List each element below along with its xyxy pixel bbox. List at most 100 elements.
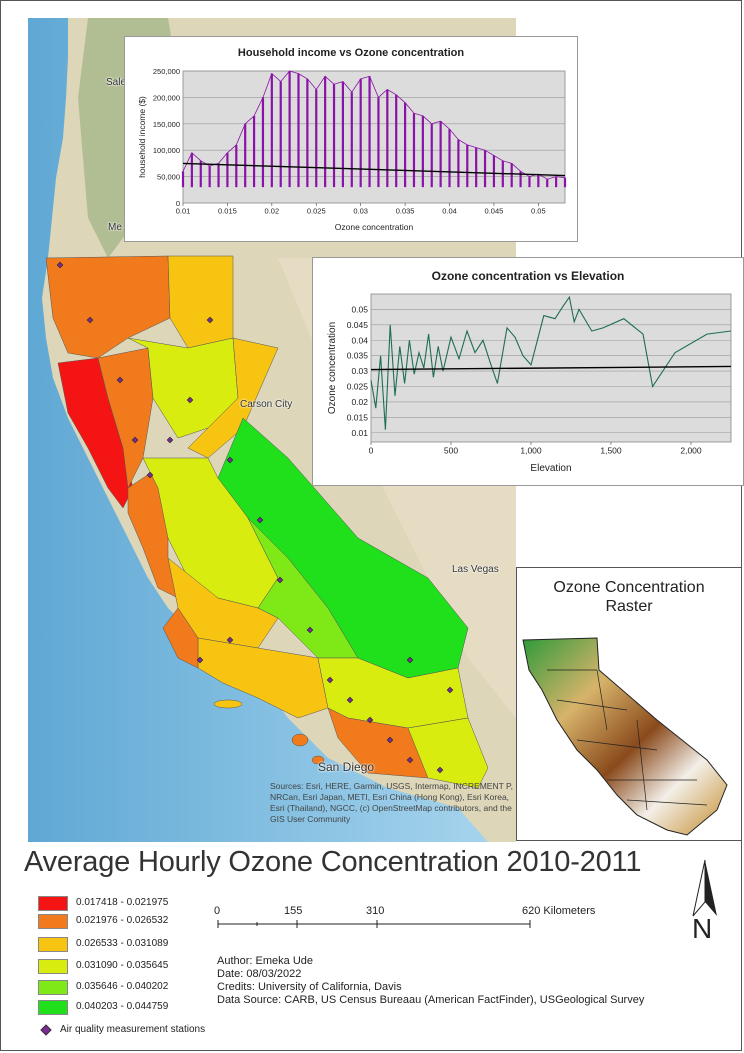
legend-label: 0.035646 - 0.040202 bbox=[76, 981, 169, 992]
station-marker[interactable] bbox=[116, 376, 124, 384]
label-san-diego: San Diego bbox=[318, 760, 375, 774]
legend-label: 0.021976 - 0.026532 bbox=[76, 915, 169, 926]
station-marker[interactable] bbox=[56, 261, 64, 269]
y-tick-label: 0.03 bbox=[351, 366, 368, 376]
county-ventura[interactable] bbox=[162, 607, 199, 669]
x-tick-label: 0.035 bbox=[396, 207, 415, 216]
x-tick-label: 0 bbox=[369, 446, 374, 456]
station-marker[interactable] bbox=[446, 686, 454, 694]
raster-title-line2: Raster bbox=[605, 598, 653, 615]
y-tick-label: 0 bbox=[176, 199, 180, 208]
x-tick-label: 0.015 bbox=[218, 207, 237, 216]
legend-swatch bbox=[38, 1000, 68, 1015]
series-line bbox=[182, 70, 566, 180]
channel-island bbox=[291, 733, 309, 747]
legend-swatch bbox=[38, 980, 68, 995]
scale-label: 620 Kilometers bbox=[522, 905, 596, 917]
x-tick-label: 1,500 bbox=[600, 446, 622, 456]
north-arrow: N bbox=[690, 858, 720, 948]
x-tick-label: 2,000 bbox=[680, 446, 702, 456]
y-tick-label: 0.02 bbox=[351, 397, 368, 407]
x-axis-label: Elevation bbox=[530, 463, 571, 474]
county-imperial[interactable] bbox=[407, 717, 489, 789]
scale-bar-line bbox=[217, 920, 531, 928]
credit-date: Date: 08/03/2022 bbox=[217, 968, 302, 980]
station-marker[interactable] bbox=[276, 576, 284, 584]
channel-island bbox=[311, 755, 325, 765]
station-marker[interactable] bbox=[326, 676, 334, 684]
x-tick-label: 0.01 bbox=[176, 207, 191, 216]
y-tick-label: 0.025 bbox=[347, 382, 369, 392]
x-tick-label: 1,000 bbox=[520, 446, 542, 456]
legend-label: 0.017418 - 0.021975 bbox=[76, 897, 169, 908]
y-tick-label: 250,000 bbox=[153, 67, 180, 76]
air-quality-stations bbox=[56, 261, 454, 774]
y-tick-label: 100,000 bbox=[153, 146, 180, 155]
station-marker[interactable] bbox=[366, 716, 374, 724]
station-marker[interactable] bbox=[386, 736, 394, 744]
station-marker[interactable] bbox=[406, 656, 414, 664]
y-tick-label: 50,000 bbox=[157, 173, 180, 182]
station-marker[interactable] bbox=[306, 626, 314, 634]
station-marker[interactable] bbox=[436, 766, 444, 774]
y-tick-label: 0.04 bbox=[351, 335, 368, 345]
x-tick-label: 0.02 bbox=[265, 207, 280, 216]
raster-title: Ozone Concentration Raster bbox=[517, 578, 741, 616]
legend-swatch bbox=[38, 959, 68, 974]
scale-label: 0 bbox=[214, 905, 221, 917]
income-chart: 0 50,000 100,000 150,000 200,000 250,000 0.01 0… bbox=[137, 67, 567, 232]
station-marker[interactable] bbox=[226, 636, 234, 644]
x-tick-label: 0.045 bbox=[485, 207, 504, 216]
credit-author: Author: Emeka Ude bbox=[217, 955, 313, 967]
series-line bbox=[370, 295, 732, 430]
raster-county-lines bbox=[547, 669, 708, 811]
scale-bar: 0 155 310 620 Kilometers bbox=[212, 905, 595, 928]
raster-map bbox=[522, 637, 728, 836]
legend-label: Air quality measurement stations bbox=[60, 1024, 206, 1035]
station-marker[interactable] bbox=[406, 756, 414, 764]
y-axis-label: Ozone concentration bbox=[327, 322, 338, 414]
legend-label: 0.026533 - 0.031089 bbox=[76, 938, 169, 949]
county-sierra[interactable] bbox=[187, 337, 279, 459]
scale-label: 155 bbox=[284, 905, 303, 917]
x-tick-label: 0.025 bbox=[307, 207, 326, 216]
label-carson-city: Carson City bbox=[240, 399, 293, 410]
station-marker[interactable] bbox=[196, 656, 204, 664]
income-chart-inset: Household income vs Ozone concentration … bbox=[124, 36, 578, 242]
y-tick-label: 200,000 bbox=[153, 93, 180, 102]
station-marker[interactable] bbox=[186, 396, 194, 404]
station-marker[interactable] bbox=[256, 516, 264, 524]
x-axis-label: Ozone concentration bbox=[335, 222, 414, 232]
station-marker[interactable] bbox=[206, 316, 214, 324]
elevation-chart-inset: Ozone concentration vs Elevation 0.01 0.0… bbox=[312, 257, 744, 486]
station-marker[interactable] bbox=[226, 456, 234, 464]
y-tick-label: 0.015 bbox=[347, 412, 369, 422]
legend-label: 0.031090 - 0.035645 bbox=[76, 960, 169, 971]
y-tick-label: 0.01 bbox=[351, 428, 368, 438]
raster-title-line1: Ozone Concentration bbox=[553, 579, 705, 596]
plot-area bbox=[182, 70, 566, 204]
label-las-vegas: Las Vegas bbox=[452, 564, 499, 575]
station-marker[interactable] bbox=[131, 436, 139, 444]
legend-swatch bbox=[38, 896, 68, 911]
station-marker[interactable] bbox=[166, 436, 174, 444]
station-marker[interactable] bbox=[146, 471, 154, 479]
credit-institution: Credits: University of California, Davis bbox=[217, 981, 402, 993]
legend-swatch bbox=[38, 937, 68, 952]
x-tick-label: 0.03 bbox=[353, 207, 368, 216]
county-los-angeles[interactable] bbox=[197, 637, 329, 719]
label-medford-partial: Me bbox=[108, 222, 122, 233]
station-marker[interactable] bbox=[346, 696, 354, 704]
credit-data-source: Data Source: CARB, US Census Bureaau (Am… bbox=[217, 994, 645, 1006]
trendline bbox=[370, 365, 732, 371]
raster-california bbox=[522, 637, 728, 836]
north-arrow-icon bbox=[692, 859, 717, 917]
legend-swatch bbox=[38, 914, 68, 929]
y-axis-label: household income ($) bbox=[137, 96, 147, 178]
y-tick-label: 0.05 bbox=[351, 304, 368, 314]
station-marker[interactable] bbox=[86, 316, 94, 324]
chart-title: Ozone concentration vs Elevation bbox=[431, 269, 625, 283]
y-tick-label: 0.045 bbox=[347, 320, 369, 330]
map-title: Average Hourly Ozone Concentration 2010-… bbox=[24, 846, 642, 878]
